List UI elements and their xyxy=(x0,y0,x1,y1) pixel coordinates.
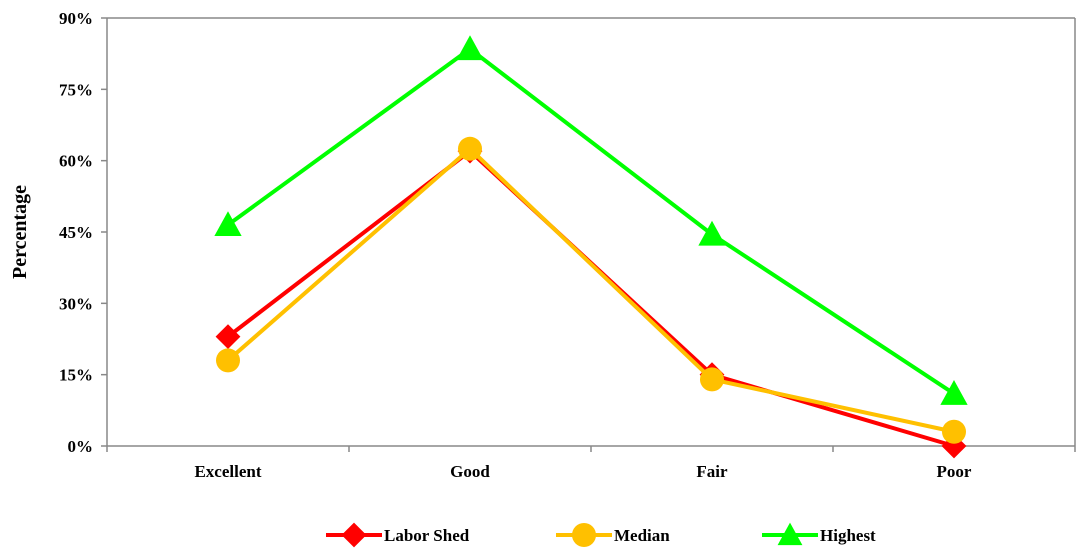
x-tick-label: Excellent xyxy=(194,462,261,481)
y-axis-title: Percentage xyxy=(9,185,31,279)
data-point xyxy=(458,136,482,161)
series-line xyxy=(226,146,955,434)
y-tick-label: 75% xyxy=(59,80,93,99)
data-point xyxy=(942,419,966,444)
data-point xyxy=(700,367,724,392)
series-line xyxy=(226,149,955,448)
data-point xyxy=(698,220,726,246)
legend-marker xyxy=(777,522,803,546)
series-highest xyxy=(214,35,968,405)
series-group xyxy=(214,35,968,459)
data-point xyxy=(214,211,242,237)
y-tick-label: 0% xyxy=(68,437,94,456)
y-tick-label: 30% xyxy=(59,294,93,313)
data-point xyxy=(215,324,241,350)
x-tick-label: Fair xyxy=(696,462,728,481)
data-point xyxy=(216,348,240,373)
axes: 0% 15% 30% 45% 60% 75% 90% Excellent Good Fair Poo… xyxy=(9,9,1076,481)
legend-label: Median xyxy=(614,526,670,545)
legend-marker xyxy=(341,522,367,548)
legend-item-labor-shed: Labor Shed xyxy=(326,522,470,548)
series-median xyxy=(216,136,966,444)
legend: Labor Shed Median Highest xyxy=(326,522,876,548)
legend-label: Labor Shed xyxy=(384,526,470,545)
legend-label: Highest xyxy=(820,526,876,545)
x-tick-label: Good xyxy=(450,462,490,481)
y-tick-label: 15% xyxy=(59,366,93,385)
series-line xyxy=(226,46,956,396)
legend-item-highest: Highest xyxy=(762,522,876,546)
legend-item-median: Median xyxy=(556,523,670,547)
y-tick-label: 90% xyxy=(59,9,93,28)
y-tick-label: 60% xyxy=(59,152,93,171)
data-point xyxy=(941,433,967,459)
data-point xyxy=(456,35,484,61)
legend-marker xyxy=(572,523,596,547)
y-tick-label: 45% xyxy=(59,223,93,242)
x-tick-label: Poor xyxy=(937,462,972,481)
data-point xyxy=(940,380,968,405)
